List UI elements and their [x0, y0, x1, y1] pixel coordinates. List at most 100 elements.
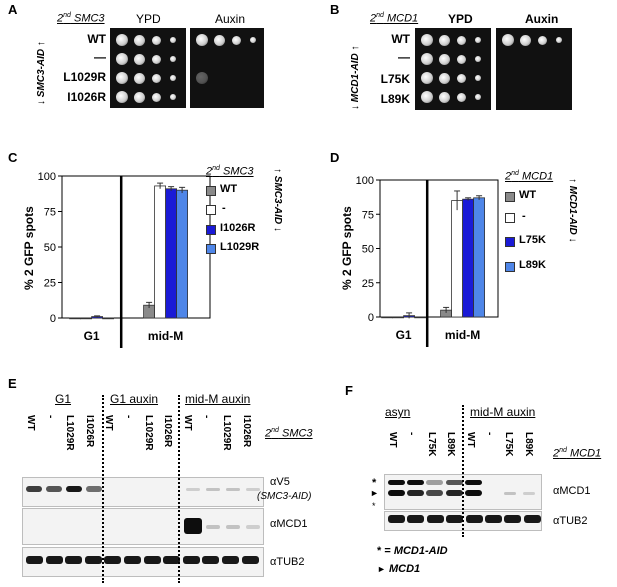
- x-category-label: mid-M: [148, 329, 183, 343]
- panel-a-row-wt: WT: [87, 32, 106, 46]
- panel-c-label: C: [8, 150, 18, 165]
- panel-e-blot-mcd1: [22, 508, 264, 545]
- blot-band: [485, 515, 502, 523]
- panel-b-row-l75k: L75K: [380, 72, 410, 86]
- blot-band: [226, 488, 240, 491]
- panel-b-second-label: 2nd MCD1: [370, 12, 419, 25]
- panel-c-second-label: 2nd SMC3: [206, 165, 254, 178]
- panel-a-auxin-header: Auxin: [215, 12, 246, 26]
- blot-band: [504, 492, 516, 495]
- panel-a-row-empty: —: [94, 50, 106, 64]
- panel-b-auxin-header: Auxin: [525, 12, 559, 26]
- blot-band: [446, 490, 463, 496]
- yeast-spot: [456, 73, 466, 83]
- blot-band: [241, 556, 259, 564]
- yeast-spot: [151, 54, 161, 64]
- panel-d-legend-empty-swatch: [505, 213, 515, 223]
- panel-c-legend-i1026r: I1026R: [220, 222, 256, 234]
- panel-b-ypd-header: YPD: [448, 12, 473, 26]
- yeast-spot: [421, 34, 433, 46]
- yeast-spot: [116, 72, 128, 84]
- bar-0-3: [414, 316, 426, 319]
- panel-b-row-l89k: L89K: [380, 92, 410, 106]
- yeast-spot: [116, 34, 128, 46]
- lane-label: -: [44, 415, 56, 419]
- blot-band: [246, 488, 260, 491]
- blot-band: [86, 486, 102, 492]
- yeast-spot: [116, 91, 128, 103]
- panel-e-second-label: 2nd SMC3: [265, 427, 313, 440]
- bar-1-3: [473, 197, 485, 318]
- bar-0-0: [69, 317, 81, 320]
- lane-label: I1026R: [83, 415, 95, 448]
- lane-label: -: [484, 432, 495, 436]
- y-tick-label: 25: [362, 278, 374, 290]
- panel-c-strain-axis: ↑ SMC3-AID ↓: [272, 168, 283, 232]
- blot-band: [222, 556, 239, 564]
- panel-a-row-l1029r: L1029R: [63, 70, 106, 84]
- blot-band: [65, 556, 83, 564]
- panel-d-legend-l75k-swatch: [505, 237, 515, 247]
- y-tick-label: 50: [44, 242, 56, 254]
- blot-band: [388, 480, 405, 485]
- panel-f-key-mcd1-aid: * = MCD1-AID: [377, 545, 448, 557]
- panel-e-blot-v5: [22, 477, 264, 507]
- yeast-spot: [475, 94, 481, 100]
- bar-0-3: [102, 317, 114, 320]
- panel-f-key-mcd1: ► MCD1: [377, 563, 421, 575]
- yeast-spot: [421, 53, 433, 65]
- blot-band: [523, 515, 541, 523]
- yeast-spot: [438, 34, 450, 46]
- panel-f-ab-mcd1: αMCD1: [553, 485, 591, 497]
- panel-f-group-midm-auxin: mid-M auxin: [470, 405, 536, 419]
- panel-c-legend-wt-swatch: [206, 186, 216, 196]
- lane-label: WT: [464, 432, 476, 448]
- panel-e-ab-tub2: αTUB2: [270, 556, 305, 568]
- lane-label: L1029R: [64, 415, 76, 451]
- blot-band: [246, 525, 260, 529]
- blot-band: [163, 556, 181, 564]
- panel-b-label: B: [330, 2, 340, 17]
- lane-label: WT: [103, 415, 115, 431]
- panel-c-legend-l1029r-swatch: [206, 244, 216, 254]
- bar-1-2: [165, 188, 178, 319]
- bar-1-1: [451, 200, 463, 318]
- lane-label: -: [201, 415, 213, 419]
- yeast-spot: [537, 35, 547, 45]
- panel-b-row-empty: —: [398, 50, 410, 64]
- panel-f-ab-tub2: αTUB2: [553, 515, 588, 527]
- yeast-spot: [196, 34, 208, 46]
- blot-band: [446, 515, 464, 523]
- blot-band: [182, 556, 200, 564]
- yeast-spot: [438, 53, 450, 65]
- yeast-spot: [556, 37, 562, 43]
- panel-d-legend-l89k-swatch: [505, 262, 515, 272]
- panel-a-ypd-header: YPD: [136, 12, 161, 26]
- y-tick-label: 100: [356, 175, 374, 187]
- blot-band: [407, 480, 424, 485]
- panel-d-legend-wt: WT: [519, 189, 537, 201]
- yeast-spot: [133, 72, 145, 84]
- yeast-spot: [133, 53, 145, 65]
- panel-c-legend-empty: -: [222, 202, 226, 214]
- bar-0-1: [80, 317, 92, 320]
- blot-band: [206, 525, 220, 529]
- panel-d-legend-l75k: L75K: [519, 234, 546, 246]
- blot-band: [446, 480, 463, 485]
- x-category-label: G1: [84, 329, 100, 343]
- panel-c-legend-wt: WT: [220, 183, 238, 195]
- blot-band: [523, 492, 535, 495]
- blot-band: [407, 490, 424, 496]
- panel-d-legend-wt-swatch: [505, 192, 515, 202]
- bar-1-2: [462, 198, 474, 318]
- panel-f-mark-arrow: ►: [370, 488, 379, 498]
- blot-band: [143, 556, 161, 564]
- yeast-spot: [170, 56, 176, 62]
- panel-e-divider-2: [178, 395, 180, 583]
- blot-band: [184, 518, 202, 534]
- yeast-spot: [519, 34, 531, 46]
- yeast-spot: [151, 35, 161, 45]
- blot-band: [226, 525, 240, 529]
- y-tick-label: 25: [44, 278, 56, 290]
- bar-1-3: [176, 189, 189, 319]
